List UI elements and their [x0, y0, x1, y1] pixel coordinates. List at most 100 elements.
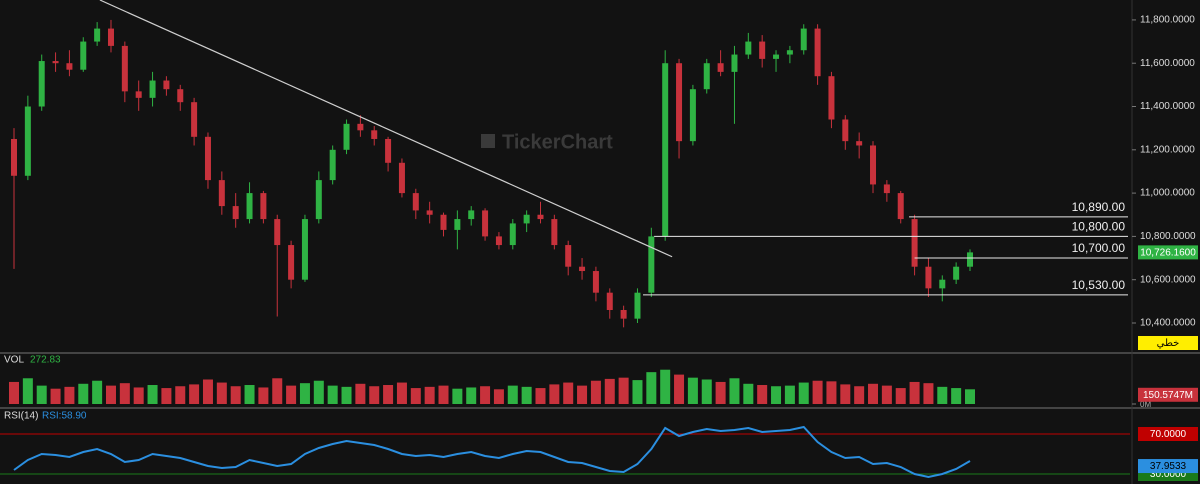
candle-body — [232, 206, 239, 220]
volume-last: 272.83 — [30, 355, 61, 366]
candle-body — [509, 223, 516, 246]
volume-bar — [923, 383, 934, 404]
volume-bar — [466, 387, 477, 404]
candle-body — [11, 138, 17, 176]
watermark-icon — [481, 134, 495, 148]
volume-bar — [590, 380, 601, 404]
scale-mode: خطي — [1157, 338, 1180, 349]
volume-bar — [78, 383, 89, 404]
volume-bar — [22, 378, 33, 404]
volume-bar — [105, 385, 116, 404]
horizontal-line-label: 10,800.00 — [1072, 220, 1126, 234]
candle-body — [703, 63, 710, 90]
volume-bar — [438, 385, 449, 404]
y-tick-label: 11,400.0000 — [1140, 101, 1195, 112]
volume-bar — [272, 378, 283, 404]
volume-bar — [618, 377, 629, 404]
candle-body — [398, 162, 405, 194]
volume-bar — [937, 386, 948, 404]
volume-bar — [507, 385, 518, 404]
volume-bar — [577, 385, 588, 404]
volume-bar — [313, 380, 324, 404]
candle-body — [856, 141, 863, 146]
volume-bar — [36, 385, 47, 404]
candle-body — [579, 266, 586, 272]
candle-body — [495, 236, 502, 246]
volume-bar — [383, 385, 394, 404]
y-tick-label: 11,600.0000 — [1140, 58, 1195, 69]
volume-bar — [715, 381, 726, 404]
candle-body — [315, 180, 322, 220]
candle-body — [759, 41, 766, 59]
candle-body — [689, 89, 696, 142]
y-tick-label: 10,600.0000 — [1140, 274, 1196, 285]
volume-bar — [64, 386, 75, 404]
volume-bar — [812, 380, 823, 404]
candle-body — [565, 245, 572, 267]
candle-body — [38, 61, 45, 107]
volume-bar — [868, 383, 879, 404]
volume-bar — [881, 385, 892, 404]
candle-body — [246, 193, 253, 220]
candle-body — [551, 219, 558, 246]
candle-body — [953, 266, 960, 280]
candle-body — [648, 236, 655, 293]
candle-body — [939, 279, 946, 289]
candle-body — [731, 54, 738, 72]
volume-bar — [798, 382, 809, 404]
horizontal-line-label: 10,700.00 — [1072, 241, 1126, 255]
horizontal-line-label: 10,890.00 — [1072, 200, 1126, 214]
y-tick-label: 10,800.0000 — [1140, 231, 1196, 242]
volume-bar — [480, 386, 491, 404]
candle-body — [52, 61, 59, 64]
volume-bar — [147, 385, 158, 404]
horizontal-line-label: 10,530.00 — [1072, 278, 1126, 292]
candle-body — [482, 210, 489, 237]
candle-body — [842, 119, 849, 142]
volume-bar — [563, 382, 574, 404]
volume-bar — [230, 386, 241, 404]
candle-body — [288, 245, 295, 280]
volume-bar — [202, 379, 213, 404]
volume-bar — [175, 386, 186, 404]
candle-body — [523, 214, 530, 224]
candle-body — [800, 28, 807, 51]
candle-body — [371, 130, 378, 139]
volume-bar — [771, 386, 782, 404]
volume-bar — [493, 389, 504, 404]
volume-bar — [951, 388, 962, 404]
scale-mode-bg — [1138, 336, 1198, 350]
volume-bar — [632, 380, 643, 404]
volume-bar — [909, 381, 920, 404]
last-price-label: 10,726.1600 — [1140, 248, 1196, 259]
volume-bar — [424, 386, 435, 404]
volume-bar — [9, 381, 19, 404]
rsi-level-bg — [1138, 427, 1198, 441]
candle-body — [177, 89, 184, 103]
volume-marker-bg — [1138, 387, 1198, 402]
volume-bar — [854, 386, 865, 404]
candle-body — [343, 123, 350, 150]
volume-bar — [92, 380, 103, 404]
volume-bar — [895, 388, 906, 404]
watermark: TickerChart — [502, 131, 613, 153]
candle-body — [440, 214, 447, 230]
rsi-current-label: 37.9533 — [1150, 461, 1187, 472]
candle-body — [426, 210, 433, 215]
candle-body — [468, 210, 475, 220]
volume-bar — [729, 378, 740, 404]
volume-title: VOL — [4, 355, 24, 366]
candle-body — [66, 63, 73, 70]
volume-bar — [161, 388, 172, 404]
volume-bar — [133, 387, 144, 404]
candle-body — [786, 50, 793, 55]
volume-bar — [757, 385, 768, 404]
volume-bar — [216, 382, 227, 404]
candle-body — [634, 292, 641, 319]
candle-body — [412, 193, 419, 211]
volume-bar — [369, 386, 380, 404]
volume-bar — [258, 387, 269, 404]
volume-bar — [244, 385, 255, 404]
candle-body — [870, 145, 877, 185]
